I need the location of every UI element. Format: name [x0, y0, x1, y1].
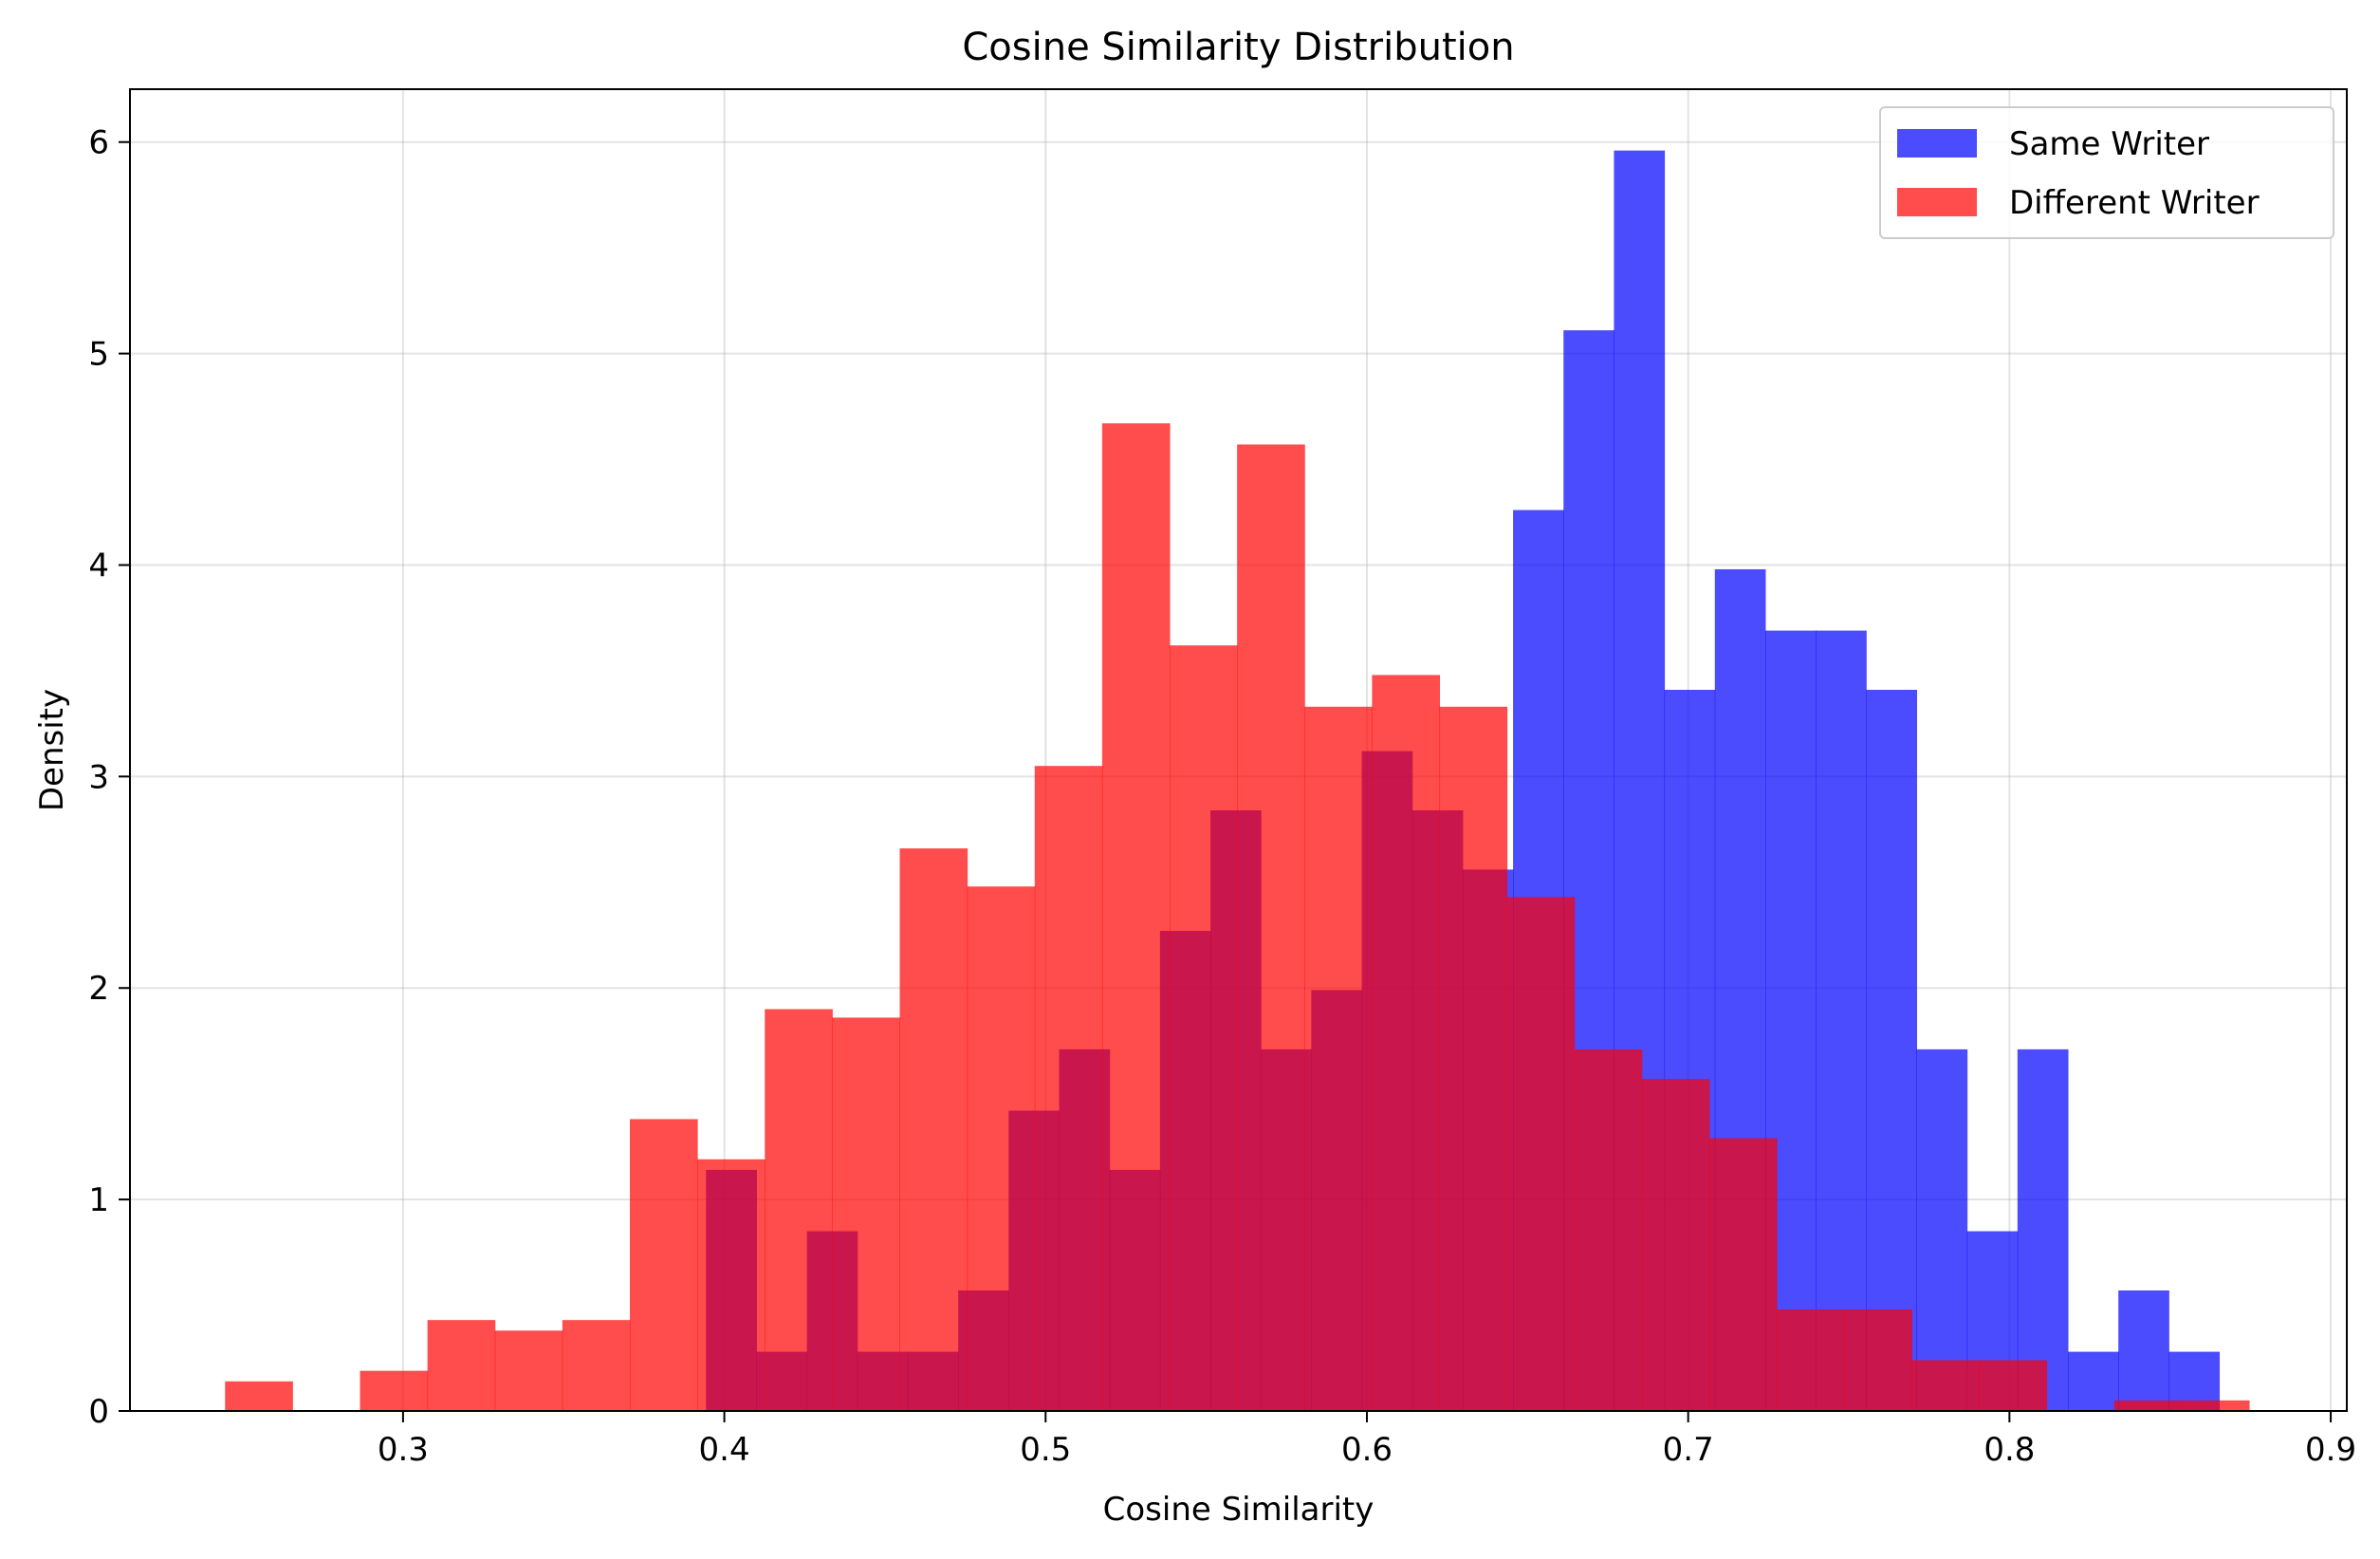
bar-different-writer: [967, 886, 1036, 1411]
bar-different-writer: [360, 1370, 429, 1411]
y-tick-label: 3: [88, 758, 109, 796]
y-tick-label: 5: [88, 336, 109, 374]
x-tick-label: 0.5: [1020, 1431, 1071, 1469]
bar-different-writer: [1506, 897, 1576, 1411]
bar-same-writer: [1916, 1049, 1968, 1411]
bar-different-writer: [1237, 444, 1305, 1412]
bar-different-writer: [697, 1159, 766, 1411]
legend-swatch-different-writer: [1897, 188, 1977, 216]
bar-different-writer: [2181, 1400, 2250, 1411]
legend-label-same-writer: Same Writer: [2009, 125, 2209, 163]
y-axis-label: Density: [33, 689, 71, 811]
bar-same-writer: [2118, 1290, 2169, 1411]
bar-different-writer: [1574, 1049, 1643, 1411]
bar-different-writer: [1911, 1360, 1981, 1411]
bar-different-writer: [1979, 1360, 2048, 1411]
bar-same-writer: [1866, 689, 1917, 1411]
x-tick-label: 0.9: [2305, 1431, 2356, 1469]
legend-box: [1879, 106, 2334, 239]
x-axis-label: Cosine Similarity: [1103, 1491, 1374, 1529]
bar-different-writer: [1844, 1309, 1912, 1411]
bar-different-writer: [1034, 766, 1103, 1411]
x-tick-label: 0.4: [699, 1431, 750, 1469]
bar-same-writer: [2068, 1351, 2119, 1411]
bar-different-writer: [899, 848, 969, 1411]
bar-different-writer: [427, 1320, 496, 1411]
bar-different-writer: [1439, 706, 1508, 1411]
chart-title: Cosine Similarity Distribution: [962, 26, 1514, 69]
bar-different-writer: [225, 1381, 293, 1411]
y-tick-label: 2: [88, 970, 109, 1008]
bar-different-writer: [832, 1017, 901, 1411]
bar-different-writer: [1101, 423, 1171, 1411]
bar-different-writer: [630, 1119, 698, 1411]
bar-same-writer: [1816, 630, 1867, 1411]
histogram-bars: [225, 150, 2250, 1412]
x-tick-label: 0.7: [1663, 1431, 1714, 1469]
y-tick-label: 4: [88, 547, 109, 585]
y-tick-label: 0: [88, 1393, 109, 1431]
legend: Same Writer Different Writer: [1879, 106, 2334, 239]
bar-different-writer: [1170, 645, 1238, 1411]
x-tick-label: 0.8: [1983, 1431, 2035, 1469]
axis-ticks: 0.3 0.4 0.5 0.6 0.7 0.8 0.9 0 1 2 3 4 5 6: [88, 124, 2356, 1469]
x-tick-label: 0.6: [1341, 1431, 1393, 1469]
bar-different-writer: [562, 1320, 631, 1411]
y-tick-label: 6: [88, 124, 109, 162]
bar-different-writer: [2113, 1400, 2183, 1411]
bar-different-writer: [765, 1009, 833, 1411]
plot-frame: [129, 88, 2348, 1412]
bar-different-writer: [494, 1330, 563, 1411]
legend-label-different-writer: Different Writer: [2009, 184, 2260, 222]
bar-same-writer: [2017, 1049, 2069, 1411]
bar-different-writer: [1304, 706, 1373, 1411]
bar-different-writer: [1777, 1309, 1845, 1411]
bar-different-writer: [1709, 1138, 1778, 1411]
legend-swatch-same-writer: [1897, 129, 1977, 158]
bar-different-writer: [1641, 1079, 1710, 1411]
y-tick-label: 1: [88, 1181, 109, 1219]
x-tick-label: 0.3: [378, 1431, 429, 1469]
bar-different-writer: [1372, 675, 1441, 1411]
